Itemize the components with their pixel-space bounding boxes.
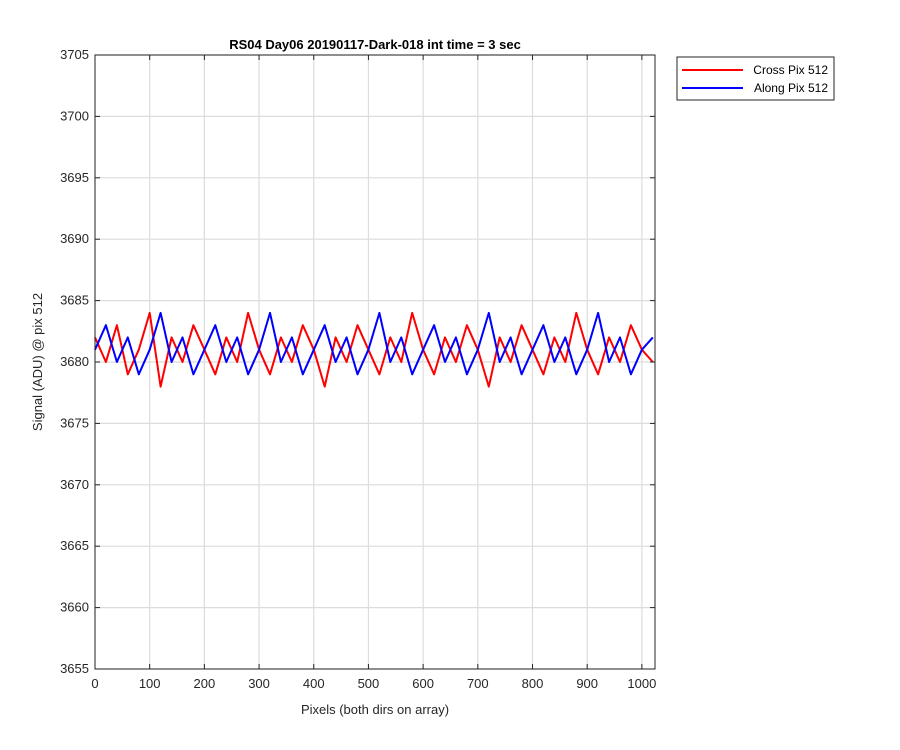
legend-label-along: Along Pix 512 [754,81,828,95]
y-tick-label: 3655 [60,661,89,676]
x-tick-label: 200 [194,676,216,691]
x-tick-label: 300 [248,676,270,691]
legend-label-cross: Cross Pix 512 [753,63,828,77]
y-tick-label: 3695 [60,170,89,185]
x-tick-label: 400 [303,676,325,691]
plot-series [94,311,654,388]
x-tick-label: 1000 [627,676,656,691]
x-tick-label: 700 [467,676,489,691]
series-line-1 [94,311,654,376]
y-tick-label: 3690 [60,231,89,246]
x-axis-label: Pixels (both dirs on array) [301,702,449,717]
y-tick-label: 3685 [60,293,89,308]
x-tick-label: 0 [91,676,98,691]
y-tick-label: 3680 [60,354,89,369]
chart-title: RS04 Day06 20190117-Dark-018 int time = … [229,37,521,52]
y-tick-label: 3670 [60,477,89,492]
y-axis-label: Signal (ADU) @ pix 512 [30,293,45,431]
axis-ticks: 0 100 200 300 400 500 600 700 800 900 1000 3655 3660… [60,47,656,691]
x-tick-label: 100 [139,676,161,691]
y-tick-label: 3660 [60,600,89,615]
y-tick-label: 3675 [60,415,89,430]
x-tick-label: 900 [576,676,598,691]
y-tick-label: 3665 [60,538,89,553]
x-tick-label: 600 [412,676,434,691]
legend: Cross Pix 512 Along Pix 512 [676,56,835,101]
y-tick-label: 3705 [60,47,89,62]
legend-box [676,56,835,101]
x-tick-label: 500 [358,676,380,691]
y-tick-label: 3700 [60,108,89,123]
x-tick-label: 800 [522,676,544,691]
